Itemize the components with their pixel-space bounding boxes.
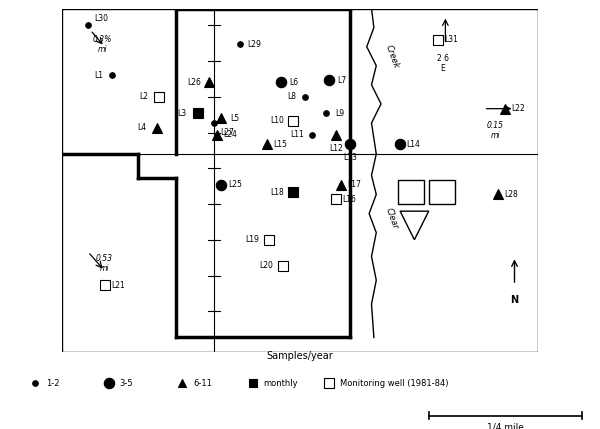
Text: L29: L29 bbox=[247, 40, 261, 49]
Text: L16: L16 bbox=[342, 195, 356, 204]
Text: L7: L7 bbox=[337, 76, 347, 85]
Text: L25: L25 bbox=[228, 181, 242, 190]
Text: Creek: Creek bbox=[383, 43, 400, 69]
Text: 3-5: 3-5 bbox=[119, 379, 133, 388]
Text: L24: L24 bbox=[223, 130, 237, 139]
Text: L17: L17 bbox=[347, 181, 361, 190]
Text: L2: L2 bbox=[140, 92, 149, 101]
Text: L18: L18 bbox=[271, 187, 284, 196]
Text: L6: L6 bbox=[290, 78, 299, 87]
Text: N: N bbox=[511, 295, 518, 305]
Bar bbox=[398, 180, 424, 204]
Bar bbox=[428, 180, 455, 204]
Text: Monitoring well (1981-84): Monitoring well (1981-84) bbox=[340, 379, 448, 388]
Text: L11: L11 bbox=[290, 130, 304, 139]
Text: L26: L26 bbox=[187, 78, 201, 87]
Text: L4: L4 bbox=[137, 123, 146, 132]
Text: L12: L12 bbox=[329, 144, 343, 153]
Text: L5: L5 bbox=[230, 114, 239, 123]
Text: L13: L13 bbox=[343, 153, 357, 162]
Text: L28: L28 bbox=[504, 190, 518, 199]
Text: L14: L14 bbox=[407, 140, 421, 149]
Text: L21: L21 bbox=[111, 281, 125, 290]
Text: L1: L1 bbox=[94, 71, 103, 80]
Text: Clear: Clear bbox=[383, 206, 400, 230]
Text: L3: L3 bbox=[178, 109, 187, 118]
Text: 0.15
mi: 0.15 mi bbox=[487, 121, 504, 140]
Text: 0.3%
mi: 0.3% mi bbox=[92, 35, 112, 54]
Text: Samples/year: Samples/year bbox=[266, 351, 334, 361]
Text: 0.53
mi: 0.53 mi bbox=[96, 254, 113, 273]
Text: monthly: monthly bbox=[263, 379, 298, 388]
Text: L27: L27 bbox=[221, 128, 235, 137]
Text: L9: L9 bbox=[335, 109, 344, 118]
Text: L20: L20 bbox=[260, 262, 274, 270]
Text: L15: L15 bbox=[273, 140, 287, 149]
Text: 1/4 mile: 1/4 mile bbox=[487, 422, 524, 429]
Text: 6-11: 6-11 bbox=[193, 379, 212, 388]
Text: 2 6
E: 2 6 E bbox=[437, 54, 449, 73]
Text: L10: L10 bbox=[271, 116, 284, 125]
Text: L19: L19 bbox=[245, 235, 259, 244]
Text: 1-2: 1-2 bbox=[46, 379, 59, 388]
Text: L8: L8 bbox=[287, 92, 296, 101]
Text: L31: L31 bbox=[445, 35, 458, 44]
Text: L30: L30 bbox=[94, 14, 108, 23]
Text: L22: L22 bbox=[511, 104, 525, 113]
